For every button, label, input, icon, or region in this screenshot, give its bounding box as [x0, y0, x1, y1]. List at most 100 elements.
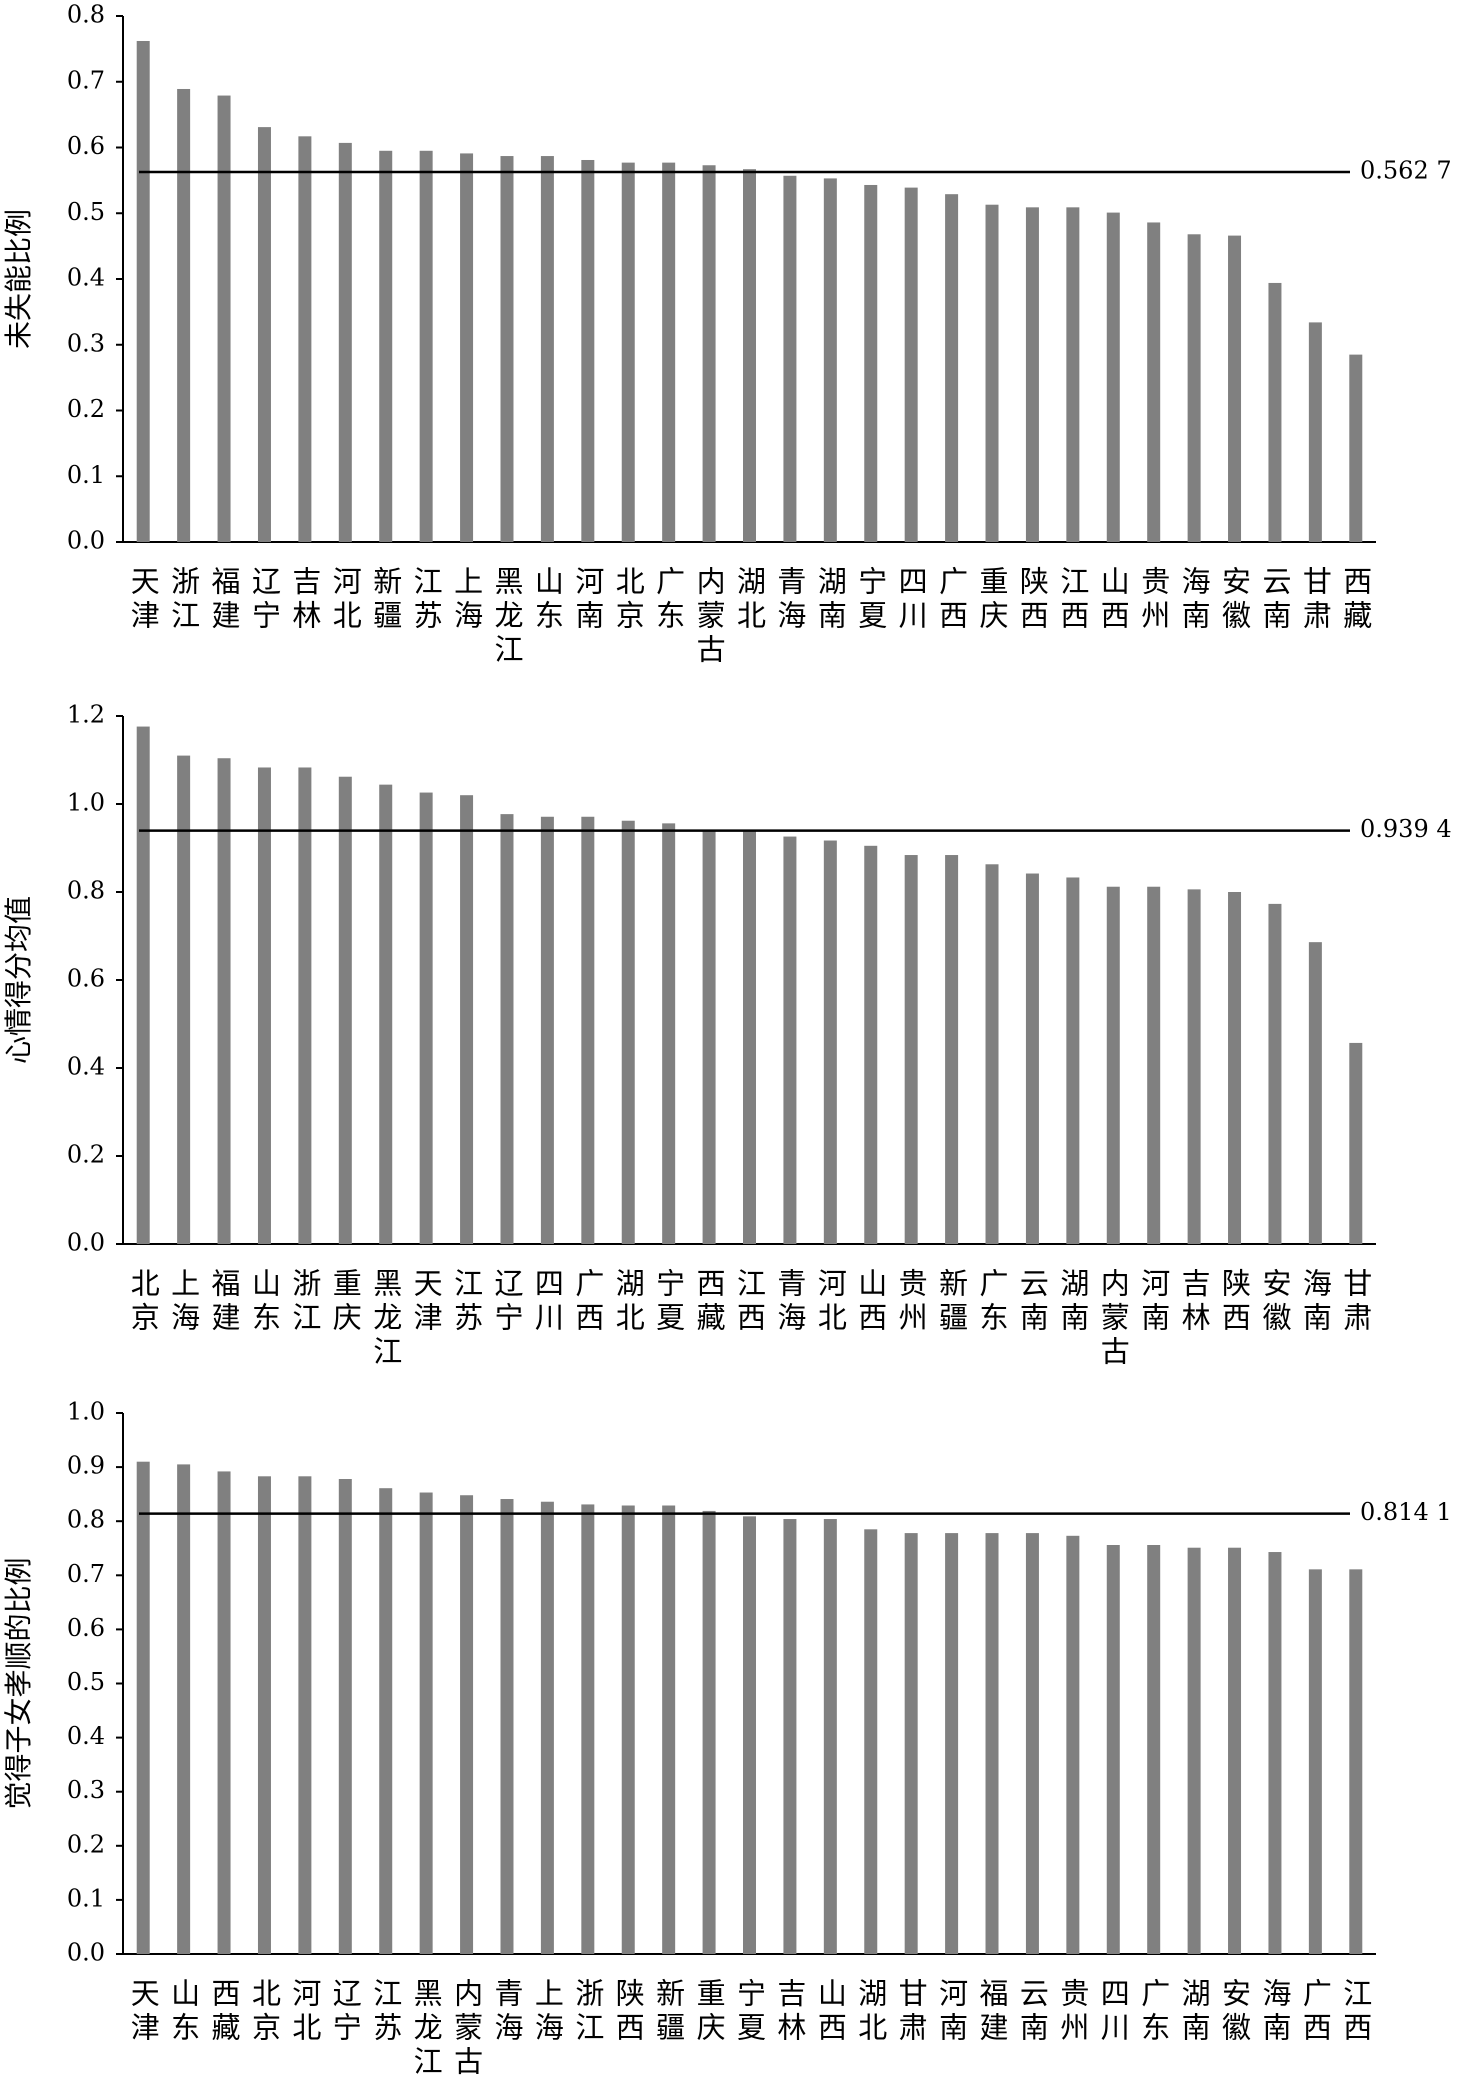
x-tick-label: 安徽	[1218, 566, 1252, 634]
bar	[217, 1471, 231, 1954]
x-tick-label: 四川	[1096, 1978, 1130, 2046]
x-tick-label: 山东	[167, 1978, 201, 2046]
y-tick-label: 0.2	[67, 395, 105, 423]
x-tick-label: 浙江	[571, 1978, 605, 2046]
bar	[702, 831, 716, 1244]
x-tick-label: 湖南	[1177, 1978, 1211, 2046]
reference-label: 0.562 7	[1360, 157, 1452, 185]
bar	[298, 136, 312, 542]
x-tick-label: 黑龙江	[409, 1978, 443, 2080]
bar	[500, 1499, 514, 1954]
x-tick-label: 江苏	[409, 566, 443, 634]
y-axis-label: 未失能比例	[2, 209, 35, 349]
bar	[621, 162, 635, 542]
bar	[985, 204, 999, 542]
x-tick-label: 吉林	[773, 1978, 807, 2046]
bar	[1268, 282, 1282, 542]
x-tick-label: 山东	[247, 1268, 281, 1336]
x-tick-label: 内蒙古	[1096, 1268, 1130, 1370]
y-tick-label: 0.0	[67, 1229, 105, 1257]
y-tick-label: 0.2	[67, 1830, 105, 1858]
y-tick-label: 1.0	[67, 789, 105, 817]
bar	[1228, 1547, 1242, 1954]
x-tick-label: 新疆	[652, 1978, 686, 2046]
bar	[985, 1533, 999, 1954]
y-tick-label: 0.4	[67, 1053, 105, 1081]
bar	[783, 175, 797, 542]
x-tick-label: 辽宁	[328, 1978, 362, 2046]
x-tick-label: 吉林	[288, 566, 322, 634]
y-tick-label: 0.7	[67, 66, 105, 94]
bar	[136, 40, 150, 543]
bar	[298, 767, 312, 1244]
bar	[1147, 886, 1161, 1244]
bar	[1025, 873, 1039, 1244]
x-tick-label: 江西	[733, 1268, 767, 1336]
bar	[540, 1501, 554, 1954]
x-tick-label: 重庆	[328, 1268, 362, 1336]
x-tick-label: 浙江	[167, 566, 201, 634]
x-tick-label: 湖北	[611, 1268, 645, 1336]
bar	[621, 820, 635, 1244]
bar	[257, 767, 271, 1244]
x-tick-label: 江苏	[450, 1268, 484, 1336]
x-tick-label: 河南	[935, 1978, 969, 2046]
x-tick-label: 广西	[1298, 1978, 1332, 2046]
bar	[1228, 892, 1242, 1244]
y-tick-label: 1.2	[67, 701, 105, 729]
bar	[257, 127, 271, 543]
bar	[1268, 903, 1282, 1244]
y-axis-label: 觉得子女孝顺的比例	[2, 1557, 35, 1809]
bar	[1066, 1535, 1080, 1954]
bar	[338, 776, 352, 1244]
bar	[338, 142, 352, 542]
x-tick-label: 福建	[975, 1978, 1009, 2046]
bar	[338, 1479, 352, 1954]
bar	[257, 1476, 271, 1954]
bar	[1106, 212, 1120, 542]
y-tick-label: 0.8	[67, 877, 105, 905]
bar	[662, 162, 676, 542]
x-tick-label: 天津	[126, 566, 160, 634]
x-tick-label: 辽宁	[490, 1268, 524, 1336]
bar	[1308, 322, 1322, 542]
bar	[1349, 354, 1363, 542]
bar	[581, 816, 595, 1244]
y-tick-label: 0.6	[67, 965, 105, 993]
x-tick-label: 上海	[167, 1268, 201, 1336]
bar	[1147, 222, 1161, 542]
y-axis-label: 心情得分均值	[2, 896, 35, 1064]
bar	[1025, 1533, 1039, 1954]
bar	[379, 1488, 393, 1954]
bar	[460, 795, 474, 1244]
bar	[1187, 889, 1201, 1244]
x-tick-label: 河南	[571, 566, 605, 634]
x-tick-label: 贵州	[1137, 566, 1171, 634]
bar	[904, 855, 918, 1244]
bar	[783, 836, 797, 1244]
bar	[1308, 1569, 1322, 1954]
x-tick-label: 海南	[1177, 566, 1211, 634]
x-tick-label: 云南	[1015, 1268, 1049, 1336]
y-tick-label: 0.4	[67, 1722, 105, 1750]
bar	[419, 1492, 433, 1954]
bar	[904, 1533, 918, 1954]
bar	[945, 855, 959, 1244]
x-tick-label: 天津	[409, 1268, 443, 1336]
x-tick-label: 青海	[490, 1978, 524, 2046]
x-tick-label: 甘肃	[1298, 566, 1332, 634]
x-tick-label: 湖南	[1056, 1268, 1090, 1336]
bar	[1147, 1545, 1161, 1954]
x-tick-label: 云南	[1015, 1978, 1049, 2046]
y-tick-label: 0.8	[67, 1506, 105, 1534]
x-tick-label: 山东	[530, 566, 564, 634]
bar	[1349, 1569, 1363, 1954]
bar	[864, 184, 878, 543]
y-tick-label: 0.0	[67, 1939, 105, 1967]
x-tick-label: 陕西	[1218, 1268, 1252, 1336]
y-tick-label: 1.0	[67, 1398, 105, 1426]
x-tick-label: 福建	[207, 1268, 241, 1336]
x-tick-label: 西藏	[1339, 566, 1373, 634]
bar	[298, 1476, 312, 1954]
x-tick-label: 广东	[975, 1268, 1009, 1336]
